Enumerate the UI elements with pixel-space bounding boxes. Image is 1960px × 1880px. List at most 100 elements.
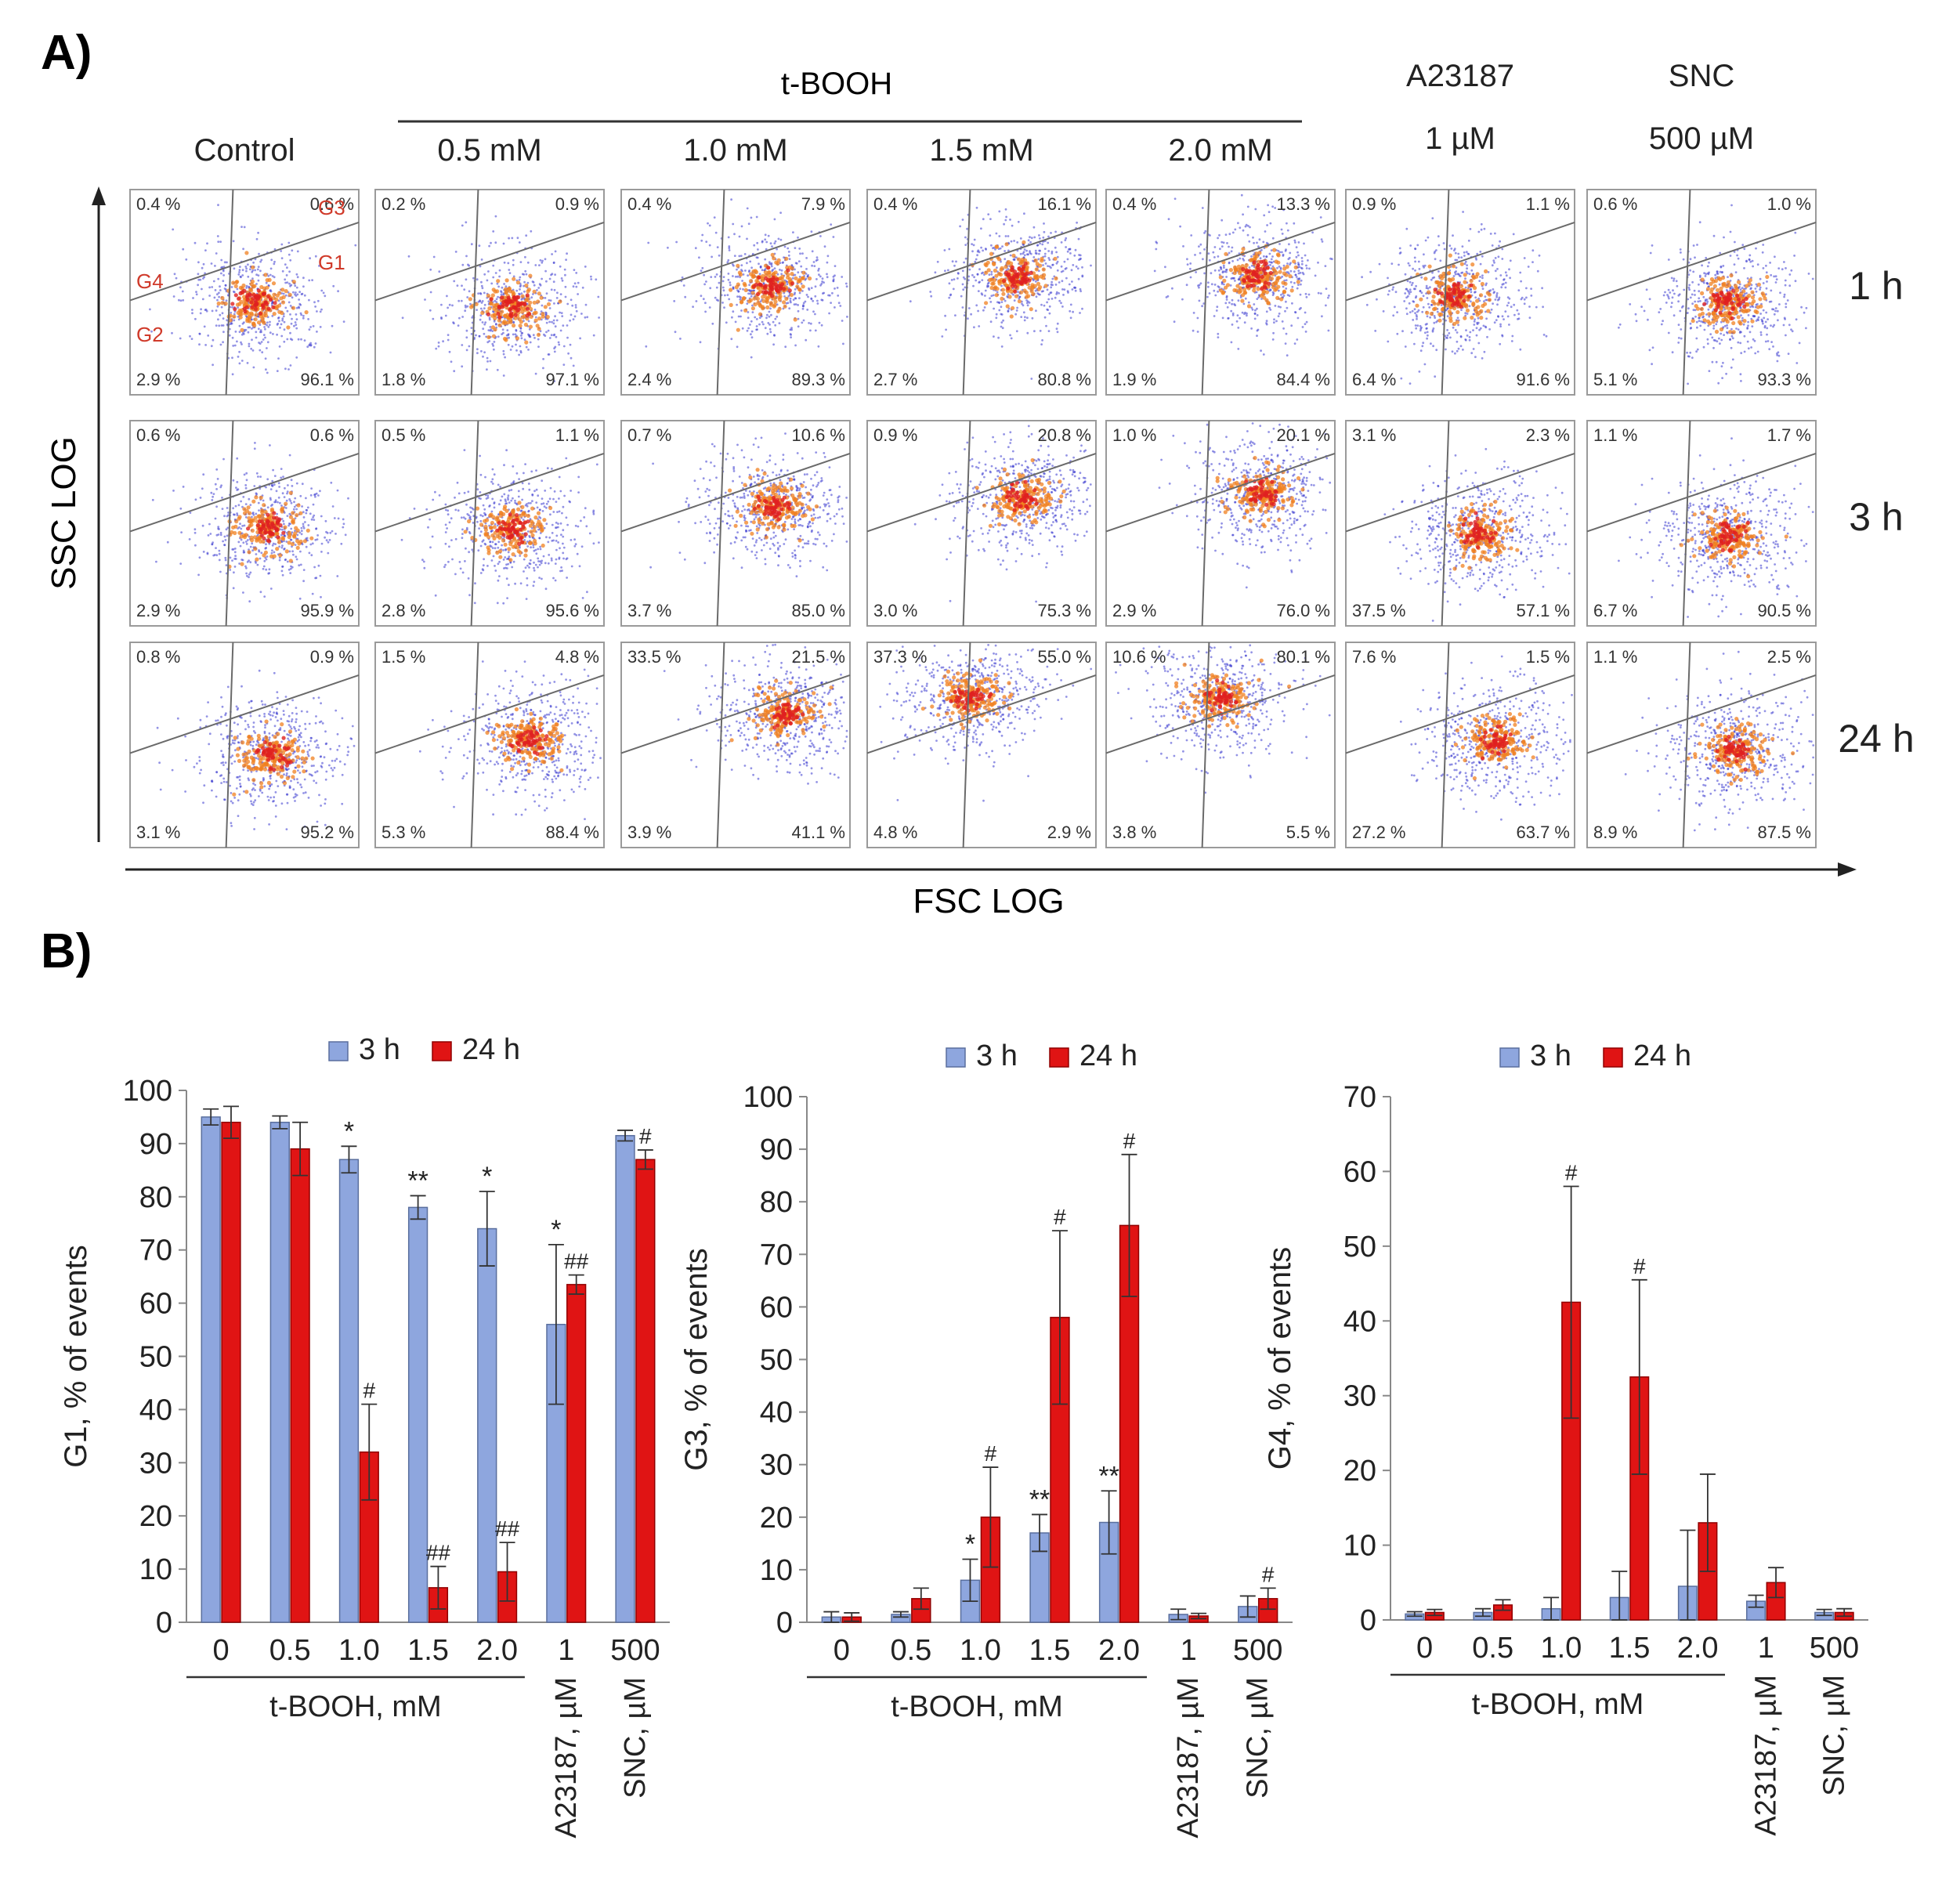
scatter-dot	[1750, 346, 1753, 349]
scatter-dot-dense	[729, 302, 733, 307]
scatter-dot	[679, 338, 682, 340]
scatter-dot	[197, 273, 200, 276]
scatter-dot-dense	[739, 300, 744, 305]
scatter-dot	[807, 295, 809, 298]
scatter-dot	[555, 297, 559, 299]
scatter-dot	[197, 261, 200, 264]
scatter-dot	[971, 250, 974, 253]
scatter-dot	[1218, 233, 1220, 237]
scatter-dot	[1785, 334, 1787, 337]
scatter-dot	[461, 316, 464, 318]
scatter-dot	[238, 269, 241, 272]
scatter-dot	[1279, 306, 1282, 309]
scatter-dot	[269, 267, 273, 270]
scatter-dot	[797, 236, 799, 239]
scatter-dot	[1456, 316, 1459, 320]
scatter-dot	[262, 338, 265, 341]
scatter-dot	[481, 321, 484, 324]
scatter-dot	[1501, 248, 1504, 251]
scatter-dot	[842, 342, 844, 345]
scatter-dot	[1778, 303, 1781, 306]
scatter-dot	[1240, 193, 1243, 197]
scatter-dot	[191, 309, 193, 311]
scatter-dot	[527, 320, 530, 323]
scatter-dot	[826, 273, 828, 276]
scatter-dot-core	[768, 291, 773, 296]
scatter-dot-dense	[291, 306, 296, 310]
scatter-dot	[1489, 233, 1492, 235]
scatter-dot	[1213, 284, 1217, 286]
scatter-dot-core	[250, 305, 255, 309]
scatter-dot-dense	[504, 278, 509, 283]
scatter-dot	[518, 353, 520, 356]
row-label-0: 1 h	[1849, 264, 1904, 308]
scatter-dot	[970, 313, 972, 316]
scatter-dot	[1189, 267, 1192, 270]
scatter-dot	[1689, 322, 1692, 325]
scatter-dot-dense	[1278, 269, 1282, 274]
scatter-dot	[287, 253, 291, 256]
scatter-dot	[291, 296, 294, 299]
scatter-dot	[1427, 302, 1430, 306]
scatter-dot	[1761, 251, 1764, 254]
scatter-dot	[466, 296, 469, 298]
scatter-dot	[1043, 230, 1046, 233]
scatter-dot	[198, 333, 201, 335]
scatter-dot	[973, 238, 976, 241]
scatter-dot	[457, 324, 460, 327]
scatter-dot	[1499, 240, 1501, 243]
scatter-dot	[1776, 360, 1779, 363]
scatter-plot-0-1: 0.2 % 0.9 %1.8 % 97.1 %	[374, 189, 605, 396]
scatter-dot-dense	[523, 322, 529, 327]
scatter-dot	[810, 287, 813, 289]
scatter-dot-dense	[1440, 276, 1445, 280]
scatter-dot	[1228, 233, 1231, 236]
scatter-dot	[1271, 291, 1275, 294]
scatter-dot	[1730, 204, 1733, 207]
scatter-dot	[320, 289, 324, 292]
scatter-dot-dense	[753, 302, 758, 307]
scatter-dot	[1207, 285, 1210, 288]
scatter-dot	[232, 290, 235, 293]
scatter-dot	[512, 275, 515, 278]
scatter-dot	[770, 262, 773, 265]
scatter-dot	[261, 351, 264, 354]
scatter-dot	[577, 293, 579, 295]
scatter-dot	[761, 269, 764, 272]
scatter-dot-core	[1261, 259, 1266, 264]
scatter-dot	[980, 227, 982, 230]
scatter-dot	[324, 295, 327, 298]
scatter-dot	[705, 240, 708, 243]
scatter-dot	[491, 330, 494, 332]
scatter-dot	[747, 274, 749, 277]
scatter-dot	[342, 320, 345, 323]
scatter-dot	[1692, 309, 1695, 312]
scatter-dot-dense	[223, 302, 228, 306]
scatter-dot	[1716, 270, 1719, 273]
scatter-dot-dense	[743, 308, 748, 313]
scatter-dot	[694, 247, 697, 250]
scatter-dot	[1719, 342, 1721, 345]
scatter-dot-core	[1260, 274, 1264, 279]
scatter-dot-dense	[280, 287, 285, 292]
scatter-plot-0-4: 0.4 % 13.3 %1.9 % 84.4 %	[1105, 189, 1336, 396]
scatter-dot	[989, 218, 992, 220]
scatter-dot	[982, 309, 985, 312]
scatter-dot	[1016, 241, 1019, 244]
scatter-dot	[1691, 302, 1694, 306]
scatter-dot	[736, 345, 739, 349]
scatter-dot	[263, 326, 266, 328]
scatter-dot	[774, 324, 777, 327]
scatter-dot-dense	[1765, 274, 1770, 280]
scatter-dot	[757, 248, 759, 251]
scatter-dot	[1673, 277, 1676, 280]
scatter-dot	[797, 271, 800, 274]
scatter-dot	[1527, 266, 1530, 268]
scatter-dot	[1542, 306, 1544, 309]
scatter-dot	[484, 321, 487, 324]
scatter-dot	[228, 334, 231, 337]
scatter-dot	[520, 334, 523, 337]
scatter-dot-core	[244, 305, 249, 309]
scatter-dot	[1484, 325, 1487, 328]
scatter-dot-dense	[1007, 295, 1012, 299]
